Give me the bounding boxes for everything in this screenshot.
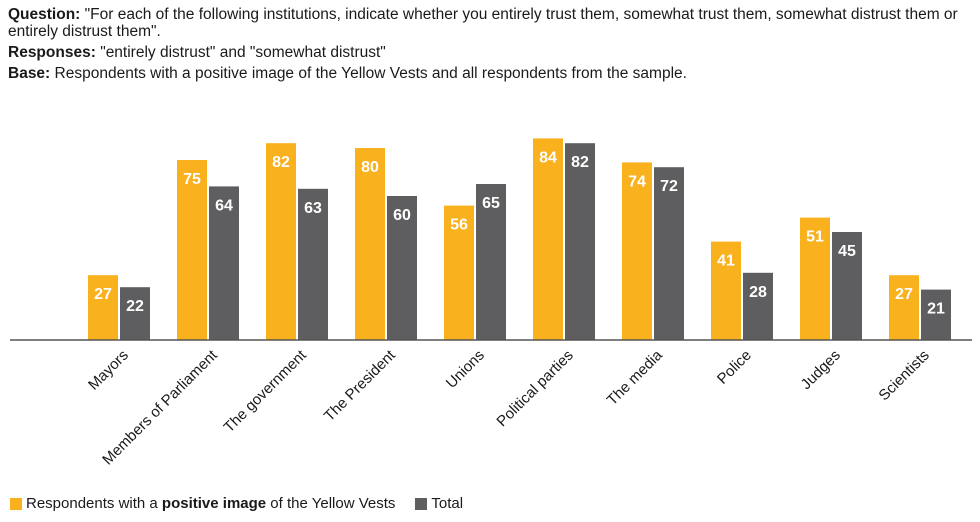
legend-swatch-total: [415, 497, 428, 510]
legend-item-yellow-vests: Respondents with a positive image of the…: [10, 495, 395, 512]
data-label: 82: [272, 154, 290, 171]
question-text: "For each of the following institutions,…: [8, 6, 958, 40]
question-line: Question: "For each of the following ins…: [8, 6, 968, 40]
bar-yellow-vests: [622, 162, 652, 340]
x-tick-label: Scientists: [875, 347, 932, 404]
base-text: Respondents with a positive image of the…: [54, 65, 687, 82]
legend-label-yellow-vests: Respondents with a positive image of the…: [26, 495, 395, 512]
data-label: 56: [450, 217, 468, 234]
x-tick-label: Political parties: [493, 347, 576, 430]
data-label: 28: [749, 284, 767, 301]
chart-header: Question: "For each of the following ins…: [8, 6, 968, 86]
bar-total: [387, 196, 417, 340]
data-label: 80: [361, 159, 379, 176]
x-tick-label: Judges: [798, 347, 844, 393]
question-label: Question:: [8, 6, 81, 23]
bar-yellow-vests: [88, 275, 118, 340]
bar-total: [921, 289, 951, 340]
data-label: 51: [806, 229, 824, 246]
data-label: 63: [304, 200, 322, 217]
bar-yellow-vests: [266, 143, 296, 340]
data-label: 72: [660, 178, 678, 195]
base-line: Base: Respondents with a positive image …: [8, 65, 968, 82]
bar-yellow-vests: [177, 160, 207, 340]
x-tick-label: The government: [221, 346, 311, 436]
data-label: 45: [838, 243, 856, 260]
data-label: 22: [126, 298, 144, 315]
bar-total: [476, 184, 506, 340]
x-tick-label: Mayors: [85, 347, 132, 394]
x-tick-label: The President: [321, 346, 400, 425]
chart-legend: Respondents with a positive image of the…: [10, 495, 483, 512]
data-label: 41: [717, 253, 735, 270]
legend-label-bold: positive image: [161, 495, 267, 512]
x-tick-label: The media: [604, 346, 667, 409]
legend-swatch-yellow-vests: [10, 497, 22, 510]
bar-yellow-vests: [711, 241, 741, 340]
data-label: 64: [215, 197, 233, 214]
data-label: 60: [393, 207, 411, 224]
data-label: 74: [628, 173, 646, 190]
x-tick-label: Police: [714, 347, 755, 388]
responses-label: Responses:: [8, 44, 96, 61]
data-label: 27: [895, 286, 913, 303]
bar-total: [565, 143, 595, 340]
bar-total: [654, 167, 684, 340]
bar-total: [832, 232, 862, 340]
bar-yellow-vests: [444, 205, 474, 340]
base-label: Base:: [8, 65, 51, 82]
responses-line: Responses: "entirely distrust" and "some…: [8, 44, 968, 61]
responses-text: "entirely distrust" and "somewhat distru…: [100, 44, 386, 61]
data-label: 75: [183, 171, 201, 188]
bar-yellow-vests: [800, 217, 830, 340]
data-label: 21: [927, 301, 945, 318]
data-label: 82: [571, 154, 589, 171]
legend-label-suffix: of the Yellow Vests: [266, 495, 396, 512]
bar-yellow-vests: [533, 138, 563, 340]
legend-label-total: Total: [431, 495, 464, 512]
x-tick-label: Unions: [443, 347, 488, 392]
bar-total: [743, 272, 773, 340]
bar-total: [298, 188, 328, 340]
bar-total: [120, 287, 150, 340]
data-label: 84: [539, 149, 557, 166]
data-label: 65: [482, 195, 500, 212]
bar-yellow-vests: [355, 148, 385, 340]
data-label: 27: [94, 286, 112, 303]
bar-total: [209, 186, 239, 340]
legend-item-total: Total: [415, 495, 463, 512]
bar-yellow-vests: [889, 275, 919, 340]
legend-label-prefix: Respondents with a: [26, 495, 162, 512]
